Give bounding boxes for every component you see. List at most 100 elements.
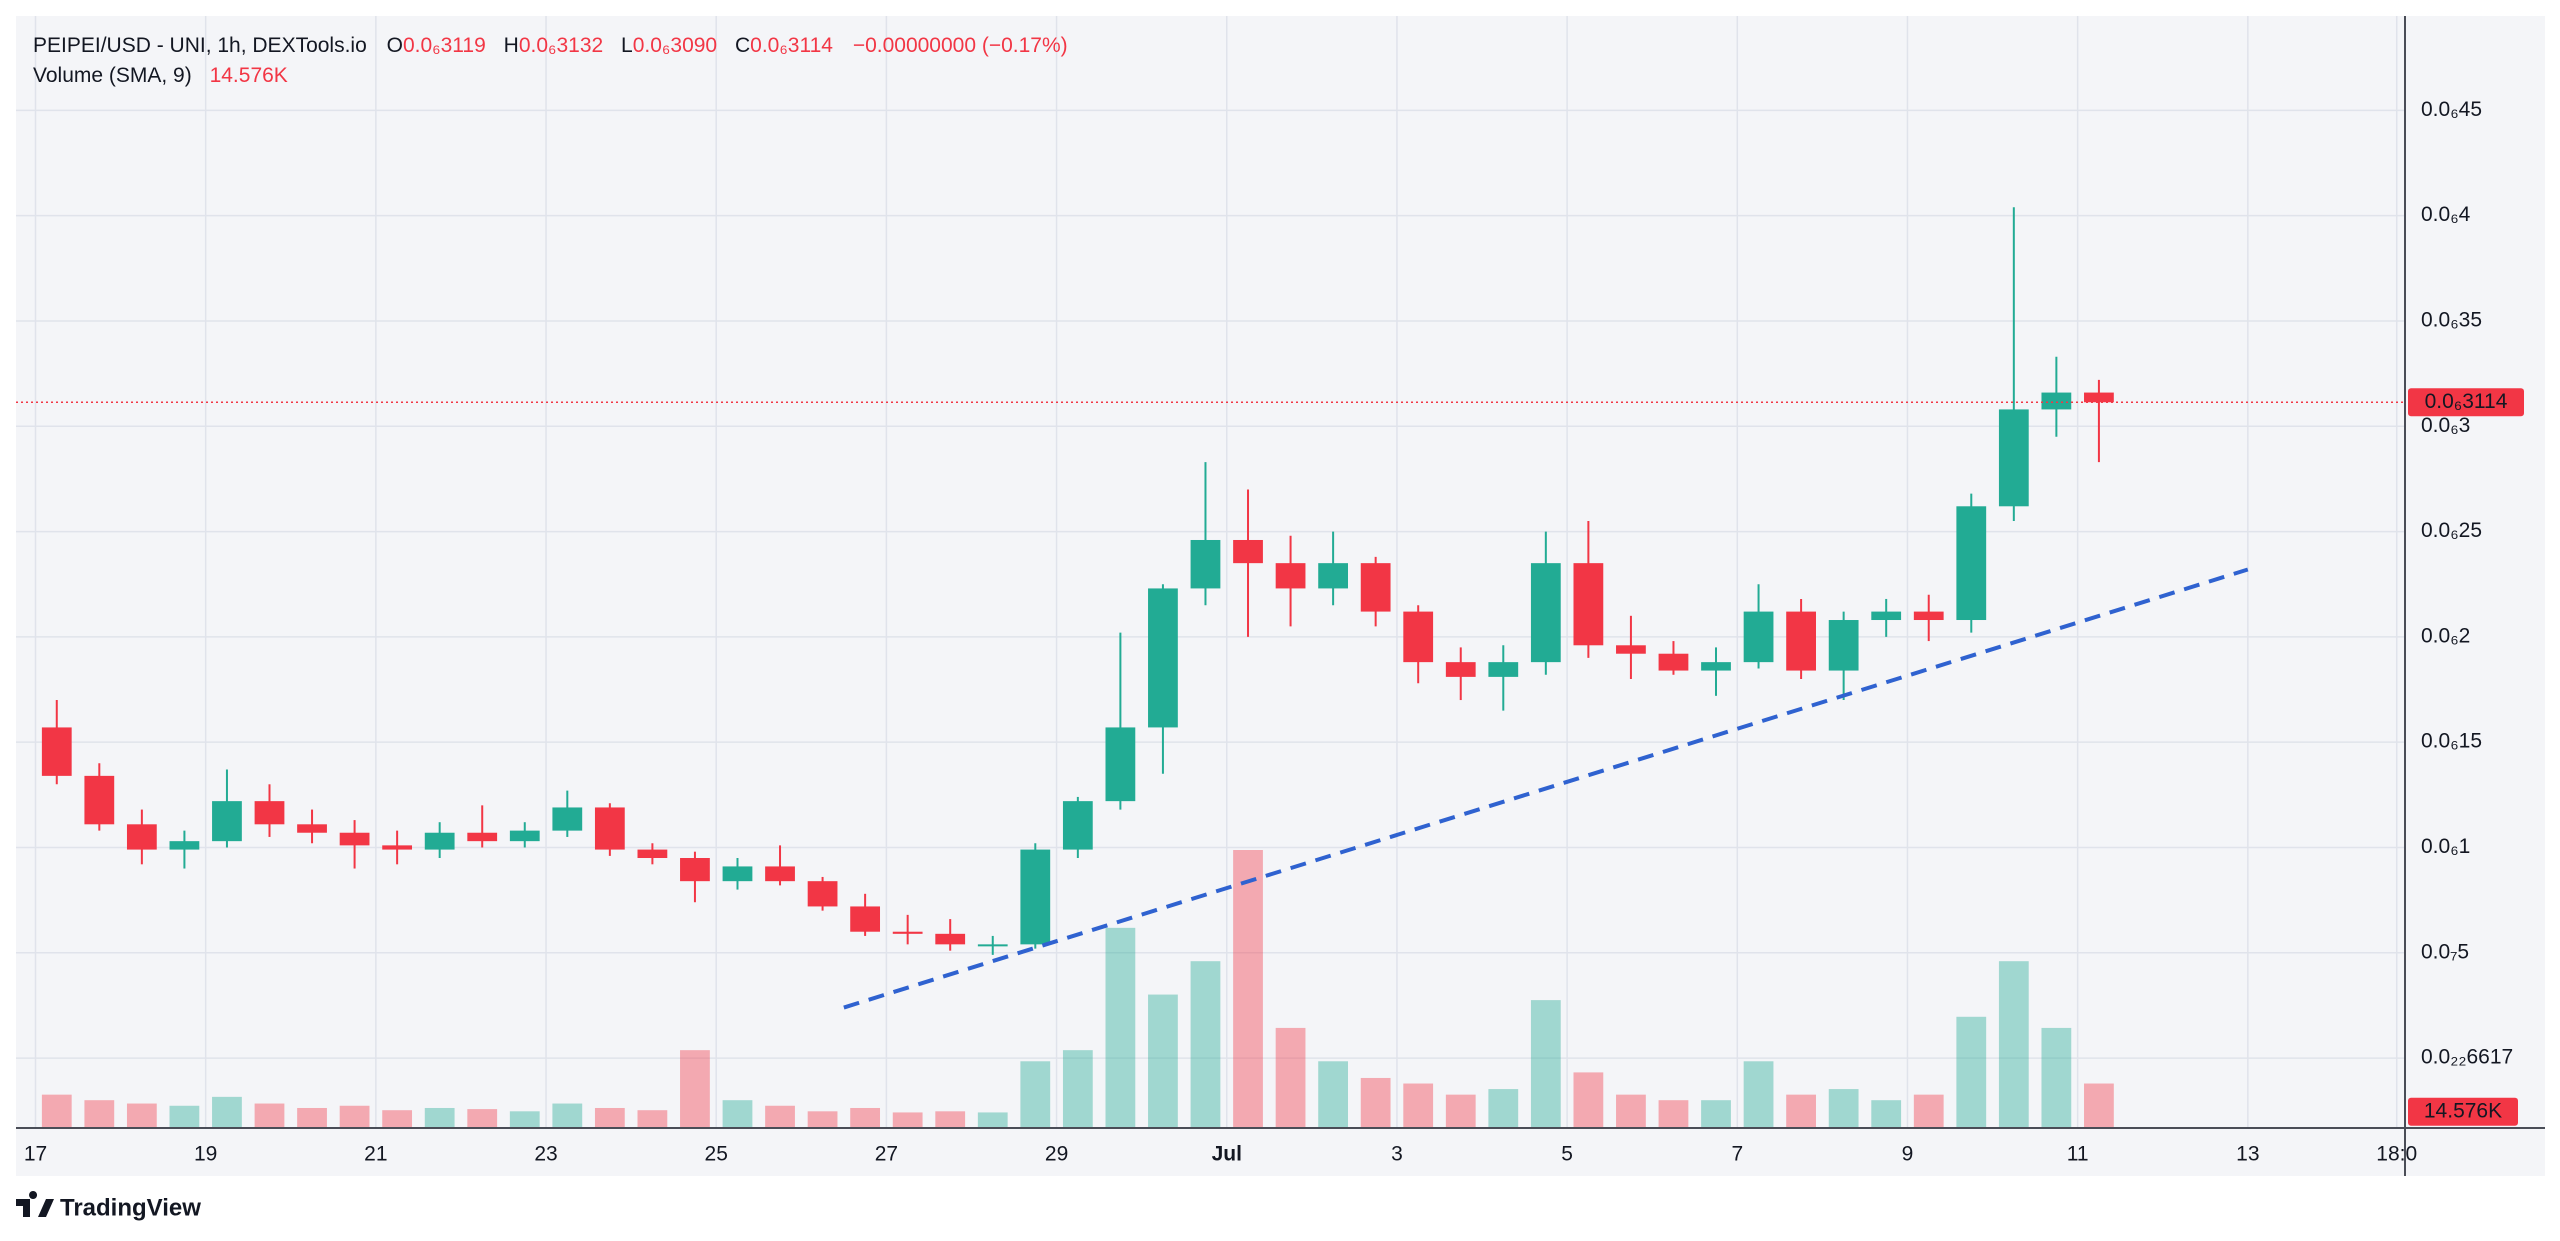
- volume-title: Volume (SMA, 9): [33, 64, 192, 87]
- volume-bar: [1148, 994, 1178, 1128]
- volume-bar: [84, 1100, 115, 1128]
- candle-body: [84, 775, 115, 825]
- last-price-label: 0.0₆3114: [2425, 390, 2508, 413]
- x-tick-label: 21: [364, 1143, 387, 1166]
- x-tick-label: 5: [1561, 1143, 1573, 1166]
- candle-body: [1190, 539, 1221, 589]
- candle-body: [1701, 662, 1731, 671]
- candle-body: [680, 858, 710, 882]
- volume-bar: [1786, 1094, 1816, 1128]
- volume-bar: [254, 1103, 285, 1128]
- volume-bar: [382, 1110, 413, 1128]
- ohlc-value: 0.0₆3119: [403, 34, 486, 57]
- candle-body: [1743, 611, 1774, 663]
- volume-bar: [1318, 1061, 1349, 1128]
- candle-body: [552, 807, 583, 831]
- candle-body: [935, 933, 966, 945]
- volume-bar: [1190, 961, 1221, 1128]
- candle-body: [297, 824, 327, 833]
- volume-bar: [1701, 1100, 1731, 1128]
- candles: [41, 207, 2114, 955]
- x-tick-label: 25: [705, 1143, 728, 1166]
- ohlc-key: C: [735, 34, 750, 57]
- volume-bar: [850, 1107, 881, 1128]
- ohlc-value: 0.0₆3090: [633, 34, 717, 57]
- volume-bar: [467, 1109, 498, 1128]
- candle-body: [765, 866, 795, 882]
- brand-logo: TradingView: [16, 1191, 201, 1221]
- volume-bar: [1616, 1094, 1646, 1128]
- volume-bar: [1275, 1027, 1306, 1128]
- y-tick-label: 0.0₂₂6617: [2421, 1046, 2513, 1069]
- candle-body: [2084, 392, 2114, 403]
- candle-body: [382, 845, 413, 850]
- candle-body: [1616, 645, 1646, 654]
- candle-body: [1998, 409, 2029, 507]
- symbol: PEIPEI/USD - UNI, 1h, DEXTools.io: [33, 34, 367, 57]
- candle-body: [977, 944, 1008, 947]
- volume-bar: [1233, 850, 1263, 1128]
- ohlc-key: L: [621, 34, 633, 57]
- candle-body: [1828, 620, 1859, 671]
- volume-bar: [1828, 1089, 1859, 1128]
- candle-body: [850, 906, 881, 932]
- candle-body: [41, 727, 72, 776]
- volume-bar: [41, 1094, 72, 1128]
- candle-body: [2041, 392, 2072, 410]
- volume-bar: [1658, 1100, 1689, 1128]
- volume-bar: [722, 1100, 753, 1128]
- volume-bar: [1871, 1100, 1902, 1128]
- y-tick-label: 0.0₆35: [2421, 309, 2482, 332]
- candle-body: [254, 801, 285, 825]
- candle-body: [892, 931, 923, 934]
- candle-body: [1403, 611, 1434, 663]
- x-tick-label: 3: [1391, 1143, 1403, 1166]
- volume-bar: [594, 1107, 625, 1128]
- x-tick-label: 29: [1045, 1143, 1068, 1166]
- volume-bar: [2041, 1027, 2072, 1128]
- candle-body: [1148, 588, 1178, 728]
- x-tick-label: 23: [534, 1143, 557, 1166]
- volume-bar: [1403, 1083, 1434, 1128]
- candle-body: [1488, 662, 1519, 677]
- volume-bar: [2084, 1083, 2114, 1128]
- volume-bar: [1913, 1094, 1944, 1128]
- volume-bar: [680, 1050, 710, 1128]
- candle-body: [1573, 563, 1604, 646]
- candle-body: [1445, 662, 1476, 677]
- grid: [16, 16, 2405, 1128]
- volume-bar: [1488, 1089, 1519, 1128]
- overlays: 0.0₂₂6617 0.0₇5 0.0₆1 0.0₆15 0.0₆2 0.0₆25 0.0₆…: [16, 98, 2524, 1166]
- volume-bar: [1743, 1061, 1774, 1128]
- volume-bar: [1062, 1050, 1093, 1128]
- legend-line: PEIPEI/USD - UNI, 1h, DEXTools.io O0.0₆3…: [33, 34, 1068, 57]
- candle-body: [594, 807, 625, 850]
- candle-body: [1020, 849, 1051, 945]
- volume-bar: [1956, 1016, 1987, 1128]
- y-tick-label: 0.0₆15: [2421, 730, 2482, 753]
- x-tick-label: 7: [1731, 1143, 1743, 1166]
- x-tick-label: 9: [1902, 1143, 1914, 1166]
- volume-bar: [424, 1107, 455, 1128]
- candle-body: [1318, 563, 1349, 589]
- y-tick-label: 0.0₆45: [2421, 98, 2482, 121]
- volume-bar: [169, 1105, 200, 1128]
- volume-pane: [41, 850, 2114, 1128]
- candle-body: [1658, 653, 1689, 671]
- x-tick-label: 11: [2067, 1143, 2089, 1166]
- candle-body: [1786, 611, 1816, 671]
- y-tick-label: 0.0₆1: [2421, 835, 2470, 858]
- candle-body: [1233, 539, 1263, 564]
- candle-body: [212, 801, 242, 842]
- x-tick-label: 17: [24, 1143, 47, 1166]
- candle-body: [807, 881, 838, 907]
- candle-body: [1913, 611, 1944, 621]
- volume-bar: [126, 1103, 157, 1128]
- volume-bar: [552, 1103, 583, 1128]
- volume-bar: [297, 1107, 327, 1128]
- logo-icon: [16, 1191, 54, 1217]
- volume-bar: [1020, 1061, 1051, 1128]
- candle-body: [1956, 506, 1987, 621]
- volume-bar: [1360, 1077, 1391, 1128]
